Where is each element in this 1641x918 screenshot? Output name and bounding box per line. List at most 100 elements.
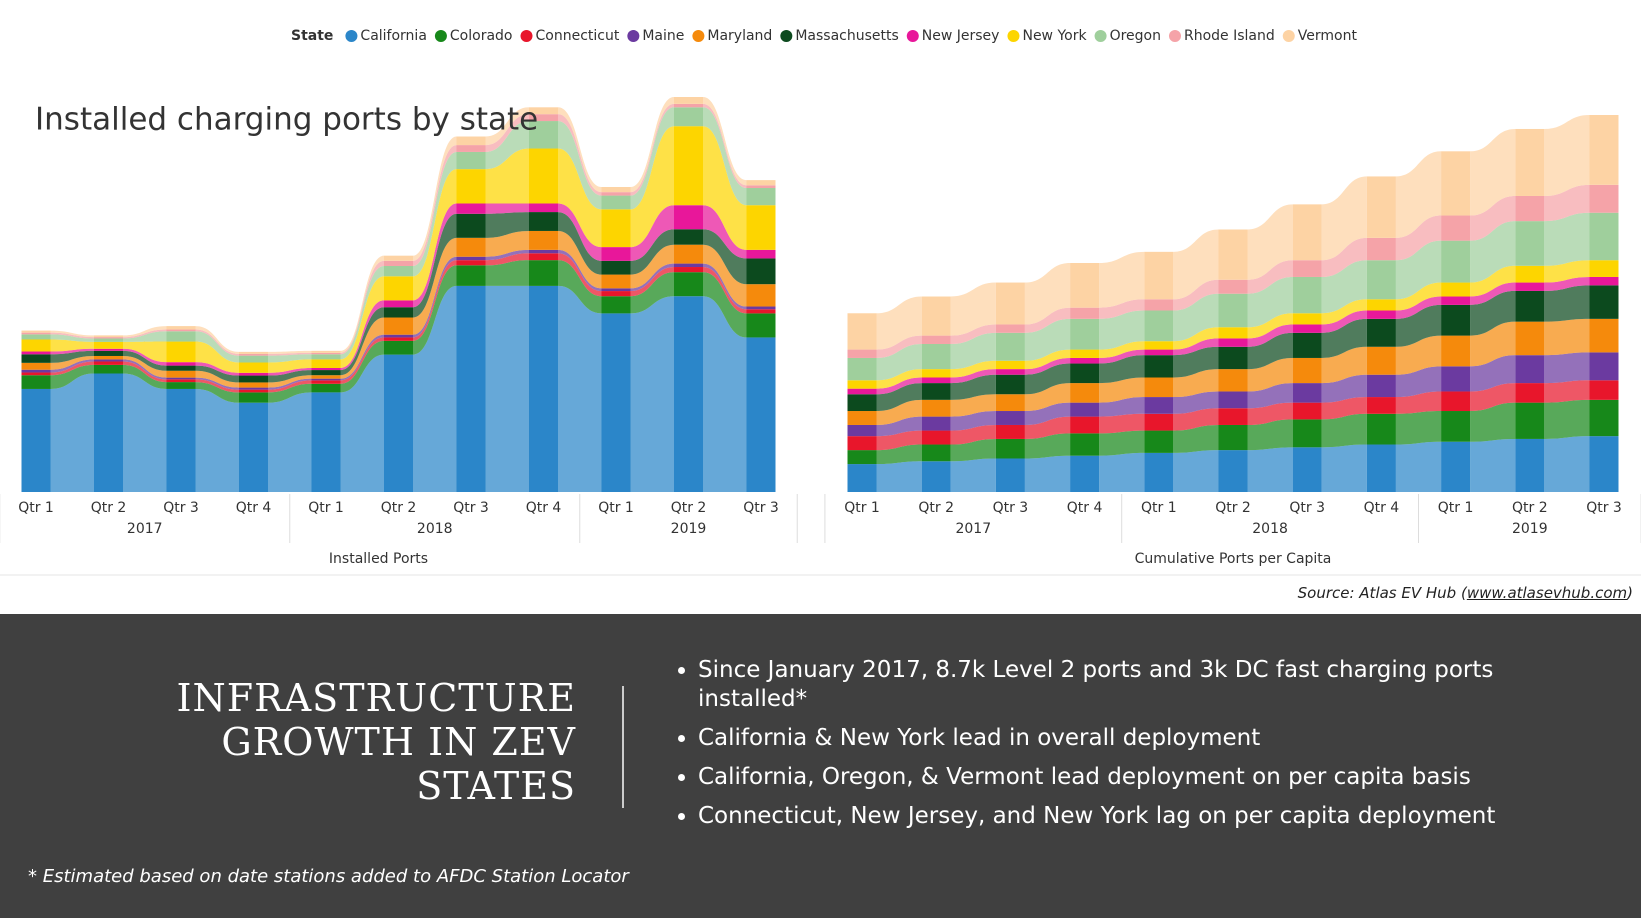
column-segment [311, 352, 341, 355]
column-segment [1441, 151, 1471, 216]
column-segment: New York [847, 380, 877, 389]
ribbon [1247, 332, 1293, 370]
ribbon [1321, 260, 1367, 314]
ribbon [195, 326, 239, 354]
legend-label: Colorado [450, 28, 513, 44]
ribbon [485, 212, 529, 238]
column-segment [746, 337, 776, 492]
bullet: Since January 2017, 8.7k Level 2 ports a… [698, 656, 1518, 714]
ribbon [50, 350, 94, 363]
column-segment [1292, 332, 1322, 358]
ribbon [630, 107, 674, 210]
column-segment [311, 350, 341, 353]
column-segment [166, 362, 196, 366]
ribbon [876, 369, 922, 389]
column-segment [311, 392, 341, 492]
column-segment [601, 296, 631, 314]
column-segment: Maine [847, 424, 877, 437]
column-segment [1366, 237, 1396, 261]
ribbon [558, 148, 602, 248]
column-segment [1218, 338, 1248, 347]
column-segment [1366, 346, 1396, 375]
column-segment [921, 343, 951, 370]
column-segment [1589, 184, 1619, 213]
column-segment [1441, 441, 1471, 492]
ribbon [558, 285, 602, 492]
column-segment [529, 107, 558, 115]
column-segment [1589, 399, 1619, 437]
x-tick-label: Qtr 2 [918, 500, 954, 516]
ribbon [1024, 307, 1071, 333]
column-segment [94, 335, 123, 338]
column-segment: Vermont [21, 330, 51, 333]
ribbon [1173, 424, 1219, 453]
legend-label: California [360, 28, 426, 44]
column-segment [239, 353, 268, 356]
column-segment [601, 313, 631, 492]
column-segment [746, 249, 776, 259]
ribbon [123, 361, 167, 383]
column-segment [746, 309, 776, 314]
ribbon [1099, 310, 1145, 350]
column-segment [166, 365, 196, 371]
column-segment [995, 438, 1025, 459]
ribbon [50, 364, 94, 389]
source-link[interactable]: www.atlasevhub.com [1466, 584, 1628, 602]
ribbon [413, 256, 457, 338]
column-segment [921, 296, 951, 336]
ribbon [413, 203, 457, 308]
legend-label: Connecticut [536, 28, 620, 44]
column-segment: Maryland [21, 362, 51, 370]
ribbon [50, 330, 94, 338]
ribbon [1321, 397, 1367, 420]
column-segment: Colorado [847, 450, 877, 465]
ribbon [268, 392, 312, 492]
column-segment [529, 230, 558, 250]
column-segment: Maryland [847, 411, 877, 425]
ribbon [1099, 349, 1145, 364]
column-segment [456, 145, 486, 152]
ribbon [123, 348, 167, 366]
ribbon [1395, 215, 1442, 261]
ribbon [950, 411, 996, 431]
column-segment [1144, 377, 1174, 398]
ribbon [413, 136, 457, 261]
column-segment: Vermont [847, 313, 877, 350]
ribbon [340, 340, 384, 393]
ribbon [1024, 433, 1071, 459]
ribbon [485, 253, 529, 266]
column-segment [674, 126, 703, 206]
legend-label: New York [1022, 28, 1087, 44]
column-segment [1441, 215, 1471, 241]
column-segment [1441, 411, 1471, 442]
column-segment [1218, 229, 1248, 280]
column-segment [166, 379, 196, 383]
column-segment [311, 375, 341, 379]
summary-panel: INFRASTRUCTURE GROWTH IN ZEV STATES Sinc… [0, 614, 1641, 918]
charts: State California Colorado Connecticut Maine M… [0, 28, 1641, 576]
column-segment [94, 373, 123, 492]
ribbon [703, 103, 747, 189]
column-segment [1218, 424, 1248, 451]
column-segment [1292, 204, 1322, 261]
column-segment [1515, 438, 1545, 492]
column-segment [239, 351, 268, 354]
column-segment [94, 337, 123, 339]
column-segment [1292, 276, 1322, 314]
ribbon [1544, 212, 1590, 266]
ribbon [1024, 383, 1071, 412]
column-segment [1292, 324, 1322, 333]
ribbon [1544, 318, 1590, 356]
column-segment [1292, 357, 1322, 384]
column-segment [1218, 391, 1248, 409]
column-segment [1292, 313, 1322, 325]
x-group-label: 2017 [955, 521, 991, 537]
column-segment [1070, 363, 1100, 384]
ribbon [268, 359, 312, 373]
column-segment: California [21, 388, 51, 492]
ribbon [876, 343, 922, 381]
column-segment: Connecticut [21, 372, 51, 376]
column-segment [1589, 380, 1619, 400]
column-segment [94, 341, 123, 349]
column-segment: California [847, 464, 877, 492]
